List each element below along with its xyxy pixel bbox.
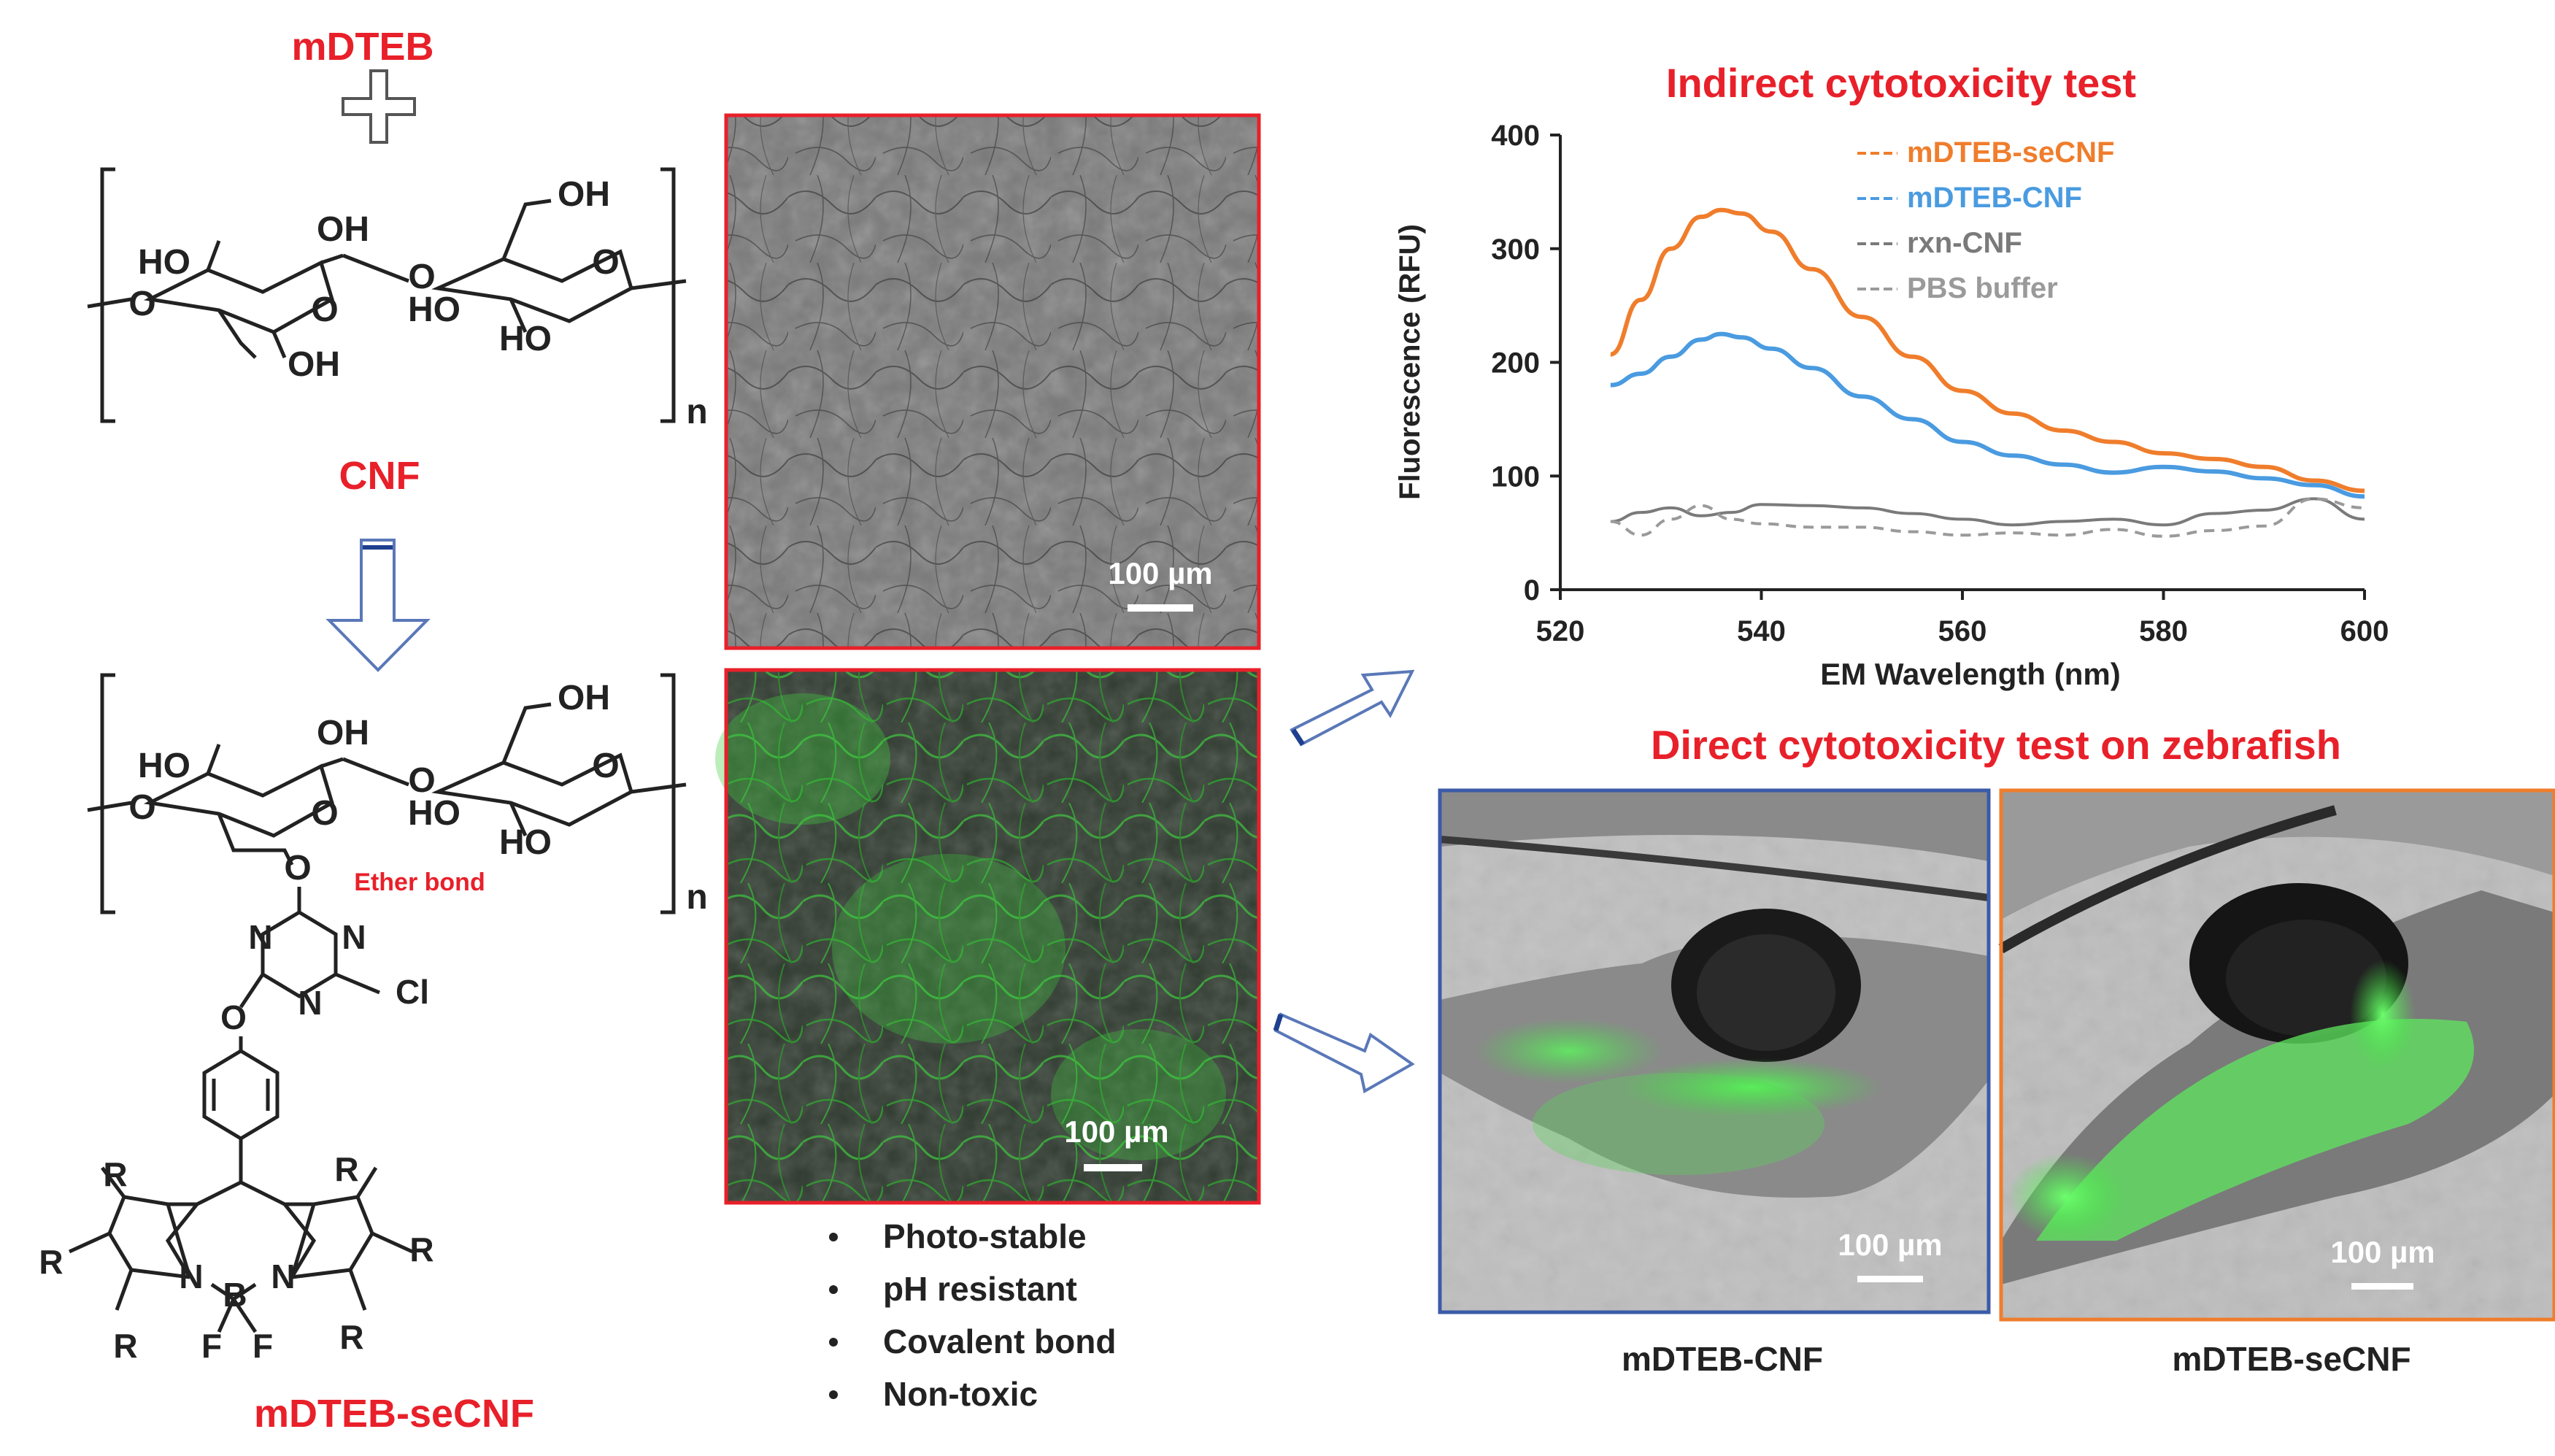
cnf-structure — [87, 167, 687, 423]
series-line-rxn-cnf — [1610, 497, 2365, 527]
y-tick-label: 400 — [1491, 120, 1540, 152]
y-tick-label: 100 — [1491, 461, 1540, 493]
bullet-item: Non-toxic — [883, 1375, 1038, 1413]
repeat-n-label: n — [686, 393, 707, 431]
fluorescence-micrograph: 100 µm — [715, 668, 1261, 1205]
r-label: R — [334, 1150, 358, 1188]
oh-label: OH — [558, 175, 610, 214]
x-tick-label: 540 — [1737, 615, 1786, 647]
o-label: O — [284, 849, 311, 887]
oh-label: OH — [288, 345, 340, 384]
x-axis-label: EM Wavelength (nm) — [1820, 657, 2120, 691]
brightfield-micrograph: 100 µm — [724, 113, 1261, 650]
n-label: N — [342, 918, 366, 956]
o-label: O — [592, 747, 619, 785]
legend-label: mDTEB-seCNF — [1907, 136, 2114, 169]
x-tick-label: 600 — [2340, 615, 2389, 647]
zebrafish-caption-right: mDTEB-seCNF — [2172, 1340, 2411, 1378]
r-label: R — [339, 1318, 363, 1356]
fluorescence-chart: Fluorescence (RFU) EM Wavelength (nm) 0 1… — [1394, 120, 2389, 691]
f-label: F — [253, 1327, 273, 1365]
o-label: O — [592, 243, 619, 282]
n-label: N — [179, 1257, 203, 1295]
r-label: R — [39, 1243, 63, 1281]
ho-label: HO — [499, 320, 552, 358]
mdteb-secnf-label: mDTEB-seCNF — [254, 1392, 534, 1436]
series-line-mdteb-secnf — [1609, 207, 2365, 493]
ho-label: HO — [138, 243, 190, 282]
series-line-pbs-buffer — [1610, 497, 2365, 538]
scale-bar-label: 100 µm — [1064, 1114, 1168, 1149]
ether-bond-label: Ether bond — [354, 868, 485, 896]
bullet-item: pH resistant — [883, 1270, 1077, 1308]
repeat-n-label: n — [686, 878, 707, 917]
oh-label: OH — [317, 210, 369, 249]
scale-bar — [1857, 1276, 1923, 1282]
n-label: N — [248, 918, 272, 956]
r-label: R — [103, 1155, 127, 1193]
o-label: O — [220, 998, 247, 1036]
f-label: F — [201, 1327, 222, 1365]
cnf-label: CNF — [339, 454, 420, 498]
down-arrow-icon — [325, 539, 431, 672]
mdteb-label: mDTEB — [291, 25, 433, 69]
scale-bar-label: 100 µm — [2330, 1235, 2435, 1269]
y-axis-label: Fluorescence (RFU) — [1394, 224, 1426, 500]
n-label: N — [298, 984, 322, 1022]
oh-label: OH — [558, 679, 610, 717]
oh-label: OH — [317, 714, 369, 752]
property-bullets: Photo-stable pH resistant Covalent bond … — [829, 1217, 1116, 1413]
r-label: R — [409, 1230, 433, 1268]
plus-icon — [342, 69, 416, 144]
scale-bar — [2351, 1283, 2413, 1290]
zebrafish-caption-left: mDTEB-CNF — [1622, 1340, 1823, 1378]
scale-bar — [1128, 604, 1193, 612]
y-tick-label: 0 — [1524, 574, 1540, 606]
series-line-mdteb-cnf — [1610, 331, 2365, 499]
o-label: O — [408, 258, 435, 296]
n-label: N — [271, 1257, 295, 1295]
x-tick-label: 580 — [2139, 615, 2188, 647]
y-tick-label: 200 — [1491, 347, 1540, 380]
o-label: O — [408, 761, 435, 800]
bullet-item: Photo-stable — [883, 1217, 1087, 1255]
x-tick-label: 560 — [1938, 615, 1987, 647]
y-tick-label: 300 — [1491, 234, 1540, 266]
o-label: O — [311, 794, 338, 833]
o-label: O — [128, 285, 155, 323]
scale-bar-label: 100 µm — [1108, 556, 1212, 590]
o-label: O — [311, 290, 338, 329]
zebrafish-image-left: 100 µm — [1438, 788, 1991, 1314]
legend-label: rxn-CNF — [1907, 227, 2022, 259]
cl-label: Cl — [396, 973, 429, 1011]
zebrafish-image-right: 100 µm — [1998, 788, 2555, 1322]
ho-label: HO — [499, 823, 552, 862]
bullet-item: Covalent bond — [883, 1322, 1116, 1360]
legend-label: mDTEB-CNF — [1907, 182, 2082, 214]
b-label: B — [223, 1276, 247, 1314]
ho-label: HO — [408, 290, 460, 329]
legend-label: PBS buffer — [1907, 272, 2058, 304]
indirect-test-title: Indirect cytotoxicity test — [1666, 60, 2136, 106]
ho-label: HO — [408, 794, 460, 833]
o-label: O — [128, 788, 155, 827]
mdteb-secnf-structure — [68, 673, 687, 1333]
x-tick-label: 520 — [1536, 615, 1585, 647]
arrow-to-zebrafish-icon — [1273, 1012, 1415, 1094]
scale-bar — [1084, 1164, 1142, 1171]
direct-test-title: Direct cytotoxicity test on zebrafish — [1651, 722, 2341, 768]
scale-bar-label: 100 µm — [1838, 1228, 1942, 1262]
r-label: R — [113, 1327, 137, 1365]
ho-label: HO — [138, 747, 190, 785]
arrow-to-chart-icon — [1290, 669, 1415, 747]
